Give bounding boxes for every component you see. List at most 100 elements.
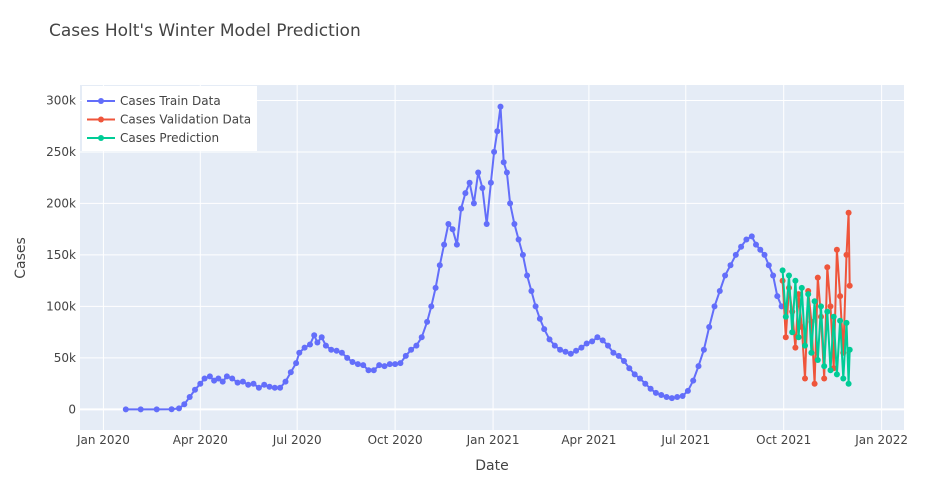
- data-point[interactable]: [808, 349, 815, 356]
- data-point[interactable]: [491, 148, 498, 155]
- data-point[interactable]: [727, 262, 734, 269]
- data-point[interactable]: [846, 346, 853, 353]
- data-point[interactable]: [524, 272, 531, 279]
- data-point[interactable]: [322, 342, 329, 349]
- data-point[interactable]: [328, 346, 335, 353]
- data-point[interactable]: [599, 337, 606, 344]
- data-point[interactable]: [277, 384, 284, 391]
- data-point[interactable]: [621, 358, 627, 364]
- data-point[interactable]: [137, 406, 144, 413]
- data-point[interactable]: [470, 200, 477, 207]
- data-point[interactable]: [738, 243, 745, 250]
- legend-item[interactable]: Cases Prediction: [87, 131, 219, 145]
- data-point[interactable]: [846, 282, 853, 289]
- data-point[interactable]: [792, 344, 799, 351]
- data-point[interactable]: [546, 336, 553, 343]
- data-point[interactable]: [301, 344, 308, 351]
- legend[interactable]: Cases Train Data Cases Validation Data Cas…: [82, 86, 257, 151]
- data-point[interactable]: [153, 406, 160, 413]
- data-point[interactable]: [255, 384, 262, 391]
- data-point[interactable]: [296, 349, 303, 356]
- data-point[interactable]: [818, 303, 824, 310]
- data-point[interactable]: [761, 251, 768, 258]
- data-point[interactable]: [365, 367, 372, 374]
- data-point[interactable]: [811, 298, 818, 305]
- data-point[interactable]: [647, 385, 654, 392]
- data-point[interactable]: [802, 342, 808, 349]
- data-point[interactable]: [541, 326, 548, 333]
- data-point[interactable]: [219, 378, 226, 385]
- data-point[interactable]: [845, 380, 852, 387]
- data-point[interactable]: [192, 386, 198, 393]
- data-point[interactable]: [475, 169, 482, 176]
- data-point[interactable]: [408, 346, 415, 353]
- data-point[interactable]: [515, 236, 522, 243]
- data-point[interactable]: [663, 394, 670, 400]
- data-point[interactable]: [765, 262, 772, 269]
- data-point[interactable]: [774, 293, 781, 300]
- data-point[interactable]: [798, 284, 805, 291]
- data-point[interactable]: [360, 362, 367, 369]
- data-point[interactable]: [206, 373, 213, 380]
- data-point[interactable]: [821, 363, 828, 370]
- data-point[interactable]: [239, 378, 246, 385]
- data-point[interactable]: [532, 303, 539, 310]
- data-point[interactable]: [392, 361, 399, 368]
- data-point[interactable]: [229, 375, 236, 382]
- legend-item[interactable]: Cases Validation Data: [87, 113, 251, 127]
- data-point[interactable]: [711, 303, 718, 310]
- data-point[interactable]: [349, 359, 356, 365]
- data-point[interactable]: [122, 406, 129, 413]
- legend-item[interactable]: Cases Train Data: [87, 94, 221, 108]
- data-point[interactable]: [589, 338, 596, 345]
- data-point[interactable]: [837, 293, 844, 300]
- data-point[interactable]: [642, 380, 649, 387]
- data-point[interactable]: [186, 394, 193, 400]
- data-point[interactable]: [293, 360, 300, 367]
- data-point[interactable]: [802, 375, 808, 382]
- data-point[interactable]: [483, 221, 490, 227]
- data-point[interactable]: [453, 241, 460, 248]
- data-point[interactable]: [706, 324, 713, 330]
- data-point[interactable]: [234, 379, 241, 386]
- data-point[interactable]: [381, 363, 388, 370]
- data-point[interactable]: [674, 394, 681, 400]
- data-point[interactable]: [487, 179, 494, 186]
- data-point[interactable]: [792, 277, 799, 284]
- data-point[interactable]: [497, 103, 504, 110]
- data-point[interactable]: [690, 377, 697, 384]
- data-point[interactable]: [652, 389, 659, 396]
- data-point[interactable]: [215, 375, 222, 382]
- data-point[interactable]: [757, 246, 764, 253]
- data-point[interactable]: [500, 159, 507, 166]
- data-point[interactable]: [845, 209, 852, 216]
- data-point[interactable]: [805, 291, 812, 298]
- data-point[interactable]: [830, 313, 837, 320]
- data-point[interactable]: [824, 264, 831, 271]
- data-point[interactable]: [201, 375, 208, 382]
- data-point[interactable]: [753, 241, 759, 248]
- data-point[interactable]: [782, 313, 789, 320]
- data-point[interactable]: [449, 226, 456, 233]
- data-point[interactable]: [282, 378, 289, 385]
- data-point[interactable]: [250, 380, 257, 387]
- data-point[interactable]: [732, 251, 739, 258]
- data-point[interactable]: [436, 262, 443, 269]
- data-point[interactable]: [445, 221, 452, 227]
- data-point[interactable]: [779, 267, 786, 274]
- data-point[interactable]: [695, 363, 702, 370]
- data-point[interactable]: [795, 334, 802, 341]
- data-point[interactable]: [344, 354, 351, 361]
- data-point[interactable]: [824, 308, 831, 315]
- data-point[interactable]: [610, 349, 617, 356]
- data-point[interactable]: [811, 380, 818, 387]
- data-point[interactable]: [428, 303, 435, 310]
- data-point[interactable]: [479, 185, 486, 191]
- data-point[interactable]: [583, 340, 590, 347]
- data-point[interactable]: [837, 317, 844, 324]
- data-point[interactable]: [318, 334, 325, 341]
- data-point[interactable]: [370, 367, 377, 374]
- data-point[interactable]: [424, 318, 431, 325]
- data-point[interactable]: [833, 246, 840, 253]
- data-point[interactable]: [462, 190, 469, 197]
